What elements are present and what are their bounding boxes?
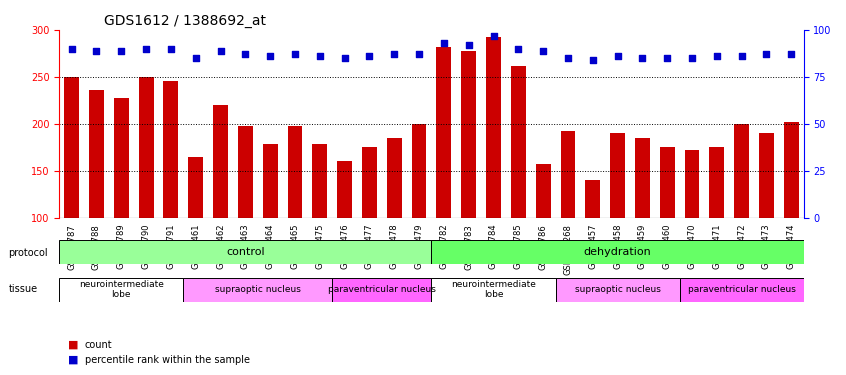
Bar (189, 157, 203, 218)
FancyBboxPatch shape (59, 240, 431, 264)
Point (735, 53, 749, 59)
FancyBboxPatch shape (59, 278, 184, 302)
Bar (412, 124, 426, 218)
Bar (784, 122, 799, 218)
Point (462, 42, 475, 48)
Point (661, 55, 674, 61)
Point (561, 55, 574, 61)
Bar (238, 126, 253, 218)
Bar (561, 131, 575, 218)
Point (784, 51, 798, 57)
Bar (89, 90, 104, 218)
Bar (710, 147, 724, 218)
Bar (635, 138, 650, 218)
Point (90, 48, 103, 54)
Bar (362, 147, 376, 218)
Text: ■: ■ (68, 340, 78, 350)
Text: paraventricular nucleus: paraventricular nucleus (688, 285, 795, 294)
Bar (536, 164, 551, 218)
Text: count: count (85, 340, 113, 350)
FancyBboxPatch shape (184, 278, 332, 302)
Point (611, 53, 624, 59)
Point (189, 55, 202, 61)
Point (586, 57, 600, 63)
Point (164, 46, 178, 52)
FancyBboxPatch shape (679, 278, 804, 302)
Bar (163, 81, 179, 218)
Point (486, 33, 500, 39)
Point (338, 55, 351, 61)
Point (710, 53, 723, 59)
Point (635, 55, 649, 61)
Text: supraoptic nucleus: supraoptic nucleus (574, 285, 661, 294)
Point (437, 40, 451, 46)
Point (239, 51, 252, 57)
FancyBboxPatch shape (332, 278, 431, 302)
Bar (213, 105, 228, 218)
Bar (387, 138, 402, 218)
Bar (114, 98, 129, 218)
Text: paraventricular nucleus: paraventricular nucleus (328, 285, 436, 294)
Bar (660, 147, 674, 218)
Bar (759, 133, 774, 218)
Bar (437, 47, 451, 217)
Text: supraoptic nucleus: supraoptic nucleus (215, 285, 300, 294)
Bar (585, 180, 600, 218)
Point (512, 46, 525, 52)
Point (263, 53, 277, 59)
FancyBboxPatch shape (431, 240, 804, 264)
Point (387, 51, 401, 57)
Point (288, 51, 302, 57)
Bar (288, 126, 302, 218)
Bar (610, 133, 625, 218)
Text: control: control (226, 247, 265, 257)
Point (412, 51, 426, 57)
Point (313, 53, 327, 59)
Text: neurointermediate
lobe: neurointermediate lobe (79, 280, 163, 299)
Bar (734, 124, 749, 218)
Text: ■: ■ (68, 355, 78, 365)
Point (65, 46, 79, 52)
Bar (511, 66, 525, 218)
Text: tissue: tissue (8, 285, 37, 294)
FancyBboxPatch shape (556, 278, 679, 302)
Point (536, 48, 550, 54)
Bar (486, 37, 501, 218)
Text: GDS1612 / 1388692_at: GDS1612 / 1388692_at (104, 13, 266, 28)
Point (140, 46, 153, 52)
Point (363, 53, 376, 59)
Bar (263, 144, 277, 218)
Bar (684, 150, 700, 217)
Bar (312, 144, 327, 218)
Text: neurointermediate
lobe: neurointermediate lobe (451, 280, 536, 299)
Bar (139, 77, 153, 218)
Point (214, 48, 228, 54)
Point (760, 51, 773, 57)
Point (685, 55, 699, 61)
Text: dehydration: dehydration (584, 247, 651, 257)
Text: protocol: protocol (8, 248, 48, 258)
Point (114, 48, 128, 54)
Text: percentile rank within the sample: percentile rank within the sample (85, 355, 250, 365)
Bar (461, 51, 476, 217)
Bar (338, 161, 352, 218)
Bar (64, 77, 79, 218)
FancyBboxPatch shape (431, 278, 556, 302)
